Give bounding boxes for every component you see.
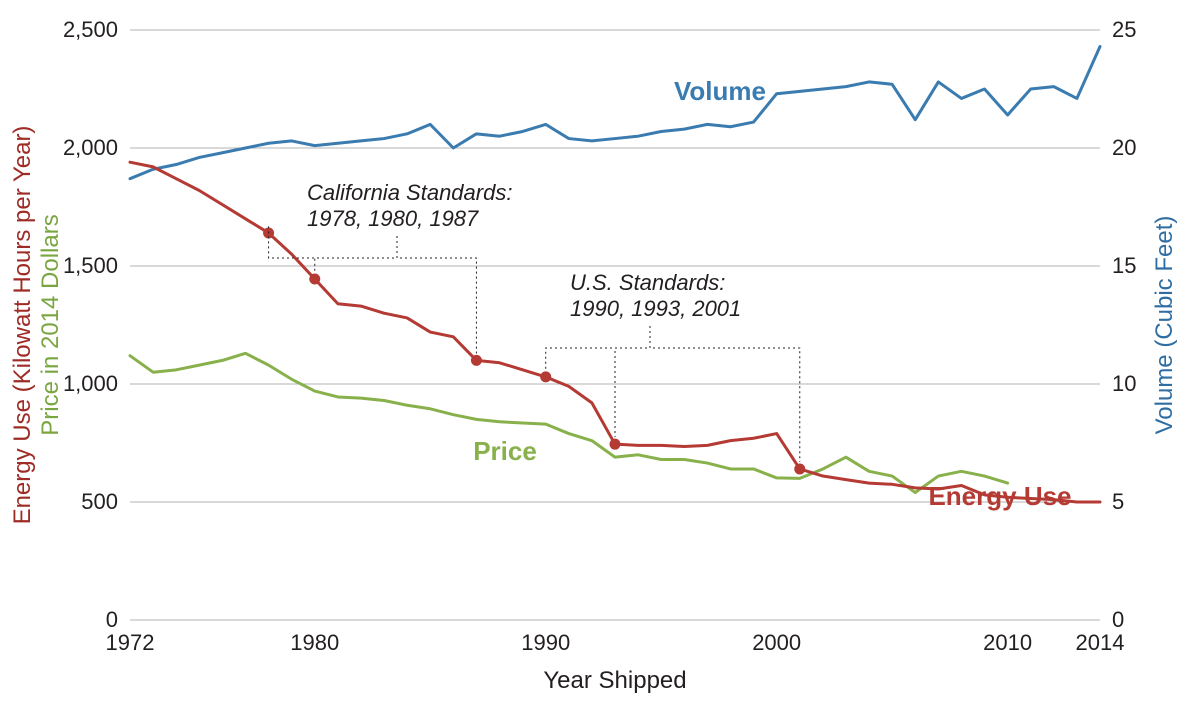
y-left-tick-label: 2,500 bbox=[63, 17, 118, 42]
y-left-title-energy: Energy Use (Kilowatt Hours per Year) bbox=[9, 126, 36, 525]
series-line-price bbox=[130, 353, 1008, 492]
y-left-tick-label: 1,000 bbox=[63, 371, 118, 396]
y-right-tick-label: 20 bbox=[1112, 135, 1136, 160]
y-left-title-price: Price in 2014 Dollars bbox=[37, 214, 64, 435]
x-tick-label: 1990 bbox=[521, 630, 570, 655]
annotation-us-line2: 1990, 1993, 2001 bbox=[570, 296, 741, 321]
energy-use-marker bbox=[541, 372, 551, 382]
series-line-energy-use bbox=[130, 162, 1100, 502]
energy-use-marker bbox=[795, 464, 805, 474]
x-tick-label: 2010 bbox=[983, 630, 1032, 655]
annotation-us-line1: U.S. Standards: bbox=[570, 270, 725, 295]
y-right-tick-label: 0 bbox=[1112, 607, 1124, 632]
annotation-leader-california bbox=[315, 236, 397, 272]
refrigerator-trends-chart: 0 500 1,000 1,500 2,000 2,500 0 5 10 15 20 25 1972 19… bbox=[0, 0, 1200, 722]
annotation-leader-us bbox=[615, 326, 650, 437]
x-tick-label: 1980 bbox=[290, 630, 339, 655]
y-right-tick-label: 10 bbox=[1112, 371, 1136, 396]
y-right-tick-label: 25 bbox=[1112, 17, 1136, 42]
energy-use-marker bbox=[610, 439, 620, 449]
x-tick-label: 1972 bbox=[106, 630, 155, 655]
y-left-tick-label: 2,000 bbox=[63, 135, 118, 160]
annotation-leader-us bbox=[546, 326, 650, 370]
y-left-tick-label: 500 bbox=[81, 489, 118, 514]
series-label-energy-use: Energy Use bbox=[928, 481, 1071, 511]
x-tick-label: 2014 bbox=[1076, 630, 1125, 655]
x-tick-label: 2000 bbox=[752, 630, 801, 655]
chart-svg: 0 500 1,000 1,500 2,000 2,500 0 5 10 15 20 25 1972 19… bbox=[0, 0, 1200, 722]
series-label-volume: Volume bbox=[674, 76, 766, 106]
series-label-price: Price bbox=[473, 436, 537, 466]
y-right-tick-label: 5 bbox=[1112, 489, 1124, 514]
energy-use-marker bbox=[471, 355, 481, 365]
x-axis-title: Year Shipped bbox=[543, 667, 686, 694]
y-right-title-volume: Volume (Cubic Feet) bbox=[1151, 216, 1178, 435]
annotation-california-line2: 1978, 1980, 1987 bbox=[307, 206, 479, 231]
y-right-tick-label: 15 bbox=[1112, 253, 1136, 278]
y-left-tick-label: 0 bbox=[106, 607, 118, 632]
y-left-tick-label: 1,500 bbox=[63, 253, 118, 278]
annotation-california-line1: California Standards: bbox=[307, 180, 512, 205]
energy-use-marker bbox=[310, 274, 320, 284]
series-line-volume bbox=[130, 47, 1100, 179]
annotation-leader-california bbox=[397, 236, 476, 353]
